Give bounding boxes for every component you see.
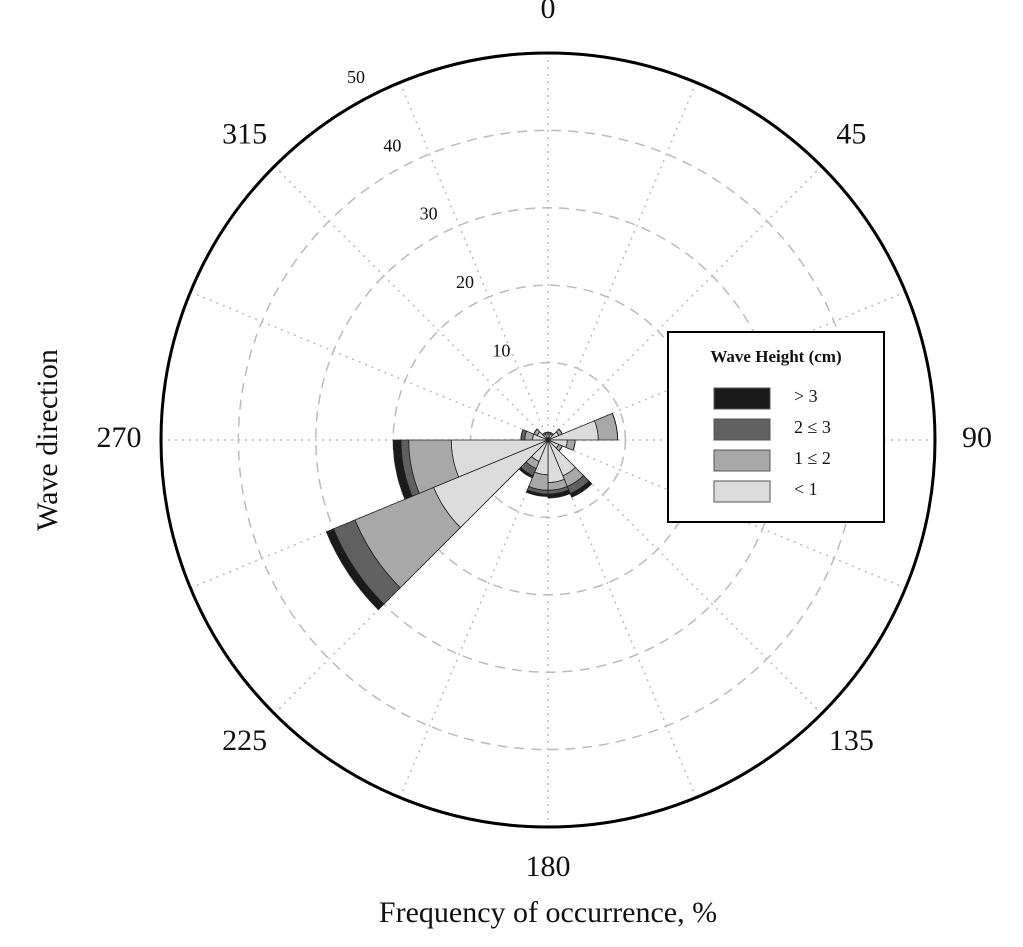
y-axis-label: Wave direction <box>31 349 64 531</box>
spoke-grid-line <box>190 291 549 441</box>
legend-swatch <box>713 480 771 503</box>
sector <box>533 428 538 435</box>
legend-title: Wave Height (cm) <box>710 347 841 366</box>
legend-swatch <box>713 387 771 410</box>
theta-tick-label: 225 <box>222 724 267 757</box>
r-tick-label: 20 <box>456 272 474 292</box>
theta-tick-label: 45 <box>836 118 866 151</box>
spoke-grid-line <box>547 82 697 441</box>
r-tick-label: 30 <box>420 204 438 224</box>
legend-label: < 1 <box>794 479 818 499</box>
sector <box>392 439 413 500</box>
sector <box>611 413 619 441</box>
r-tick-label: 10 <box>492 340 510 360</box>
sector <box>544 431 549 434</box>
theta-tick-label: 135 <box>829 724 874 757</box>
x-axis-label: Frequency of occurrence, % <box>379 896 717 929</box>
legend-swatch <box>713 418 771 441</box>
legend-label: 2 ≤ 3 <box>794 417 831 437</box>
theta-tick-label: 0 <box>541 0 556 25</box>
legend-swatch <box>713 449 771 472</box>
legend-label: > 3 <box>794 386 818 406</box>
spoke-grid-line <box>547 439 823 715</box>
theta-tick-label: 315 <box>222 118 267 151</box>
sector <box>325 528 385 611</box>
theta-tick-label: 90 <box>962 421 992 454</box>
theta-tick-label: 270 <box>97 421 142 454</box>
r-tick-label: 50 <box>347 67 365 87</box>
sector <box>547 420 599 441</box>
legend: Wave Height (cm) > 3 2 ≤ 3 1 ≤ 2 < 1 <box>667 331 885 523</box>
legend-box <box>667 331 885 523</box>
spoke-grid-line <box>547 439 697 798</box>
spoke-grid-line <box>399 439 549 798</box>
r-tick-label: 40 <box>383 135 401 155</box>
legend-label: 1 ≤ 2 <box>794 448 831 468</box>
spoke-grid-line <box>399 82 549 441</box>
spoke-grid-line <box>547 439 906 589</box>
sector <box>525 489 549 497</box>
spoke-grid-line <box>547 165 823 441</box>
spoke-grid-line <box>273 165 549 441</box>
outer-circle <box>159 51 937 829</box>
theta-tick-label: 180 <box>526 850 571 883</box>
